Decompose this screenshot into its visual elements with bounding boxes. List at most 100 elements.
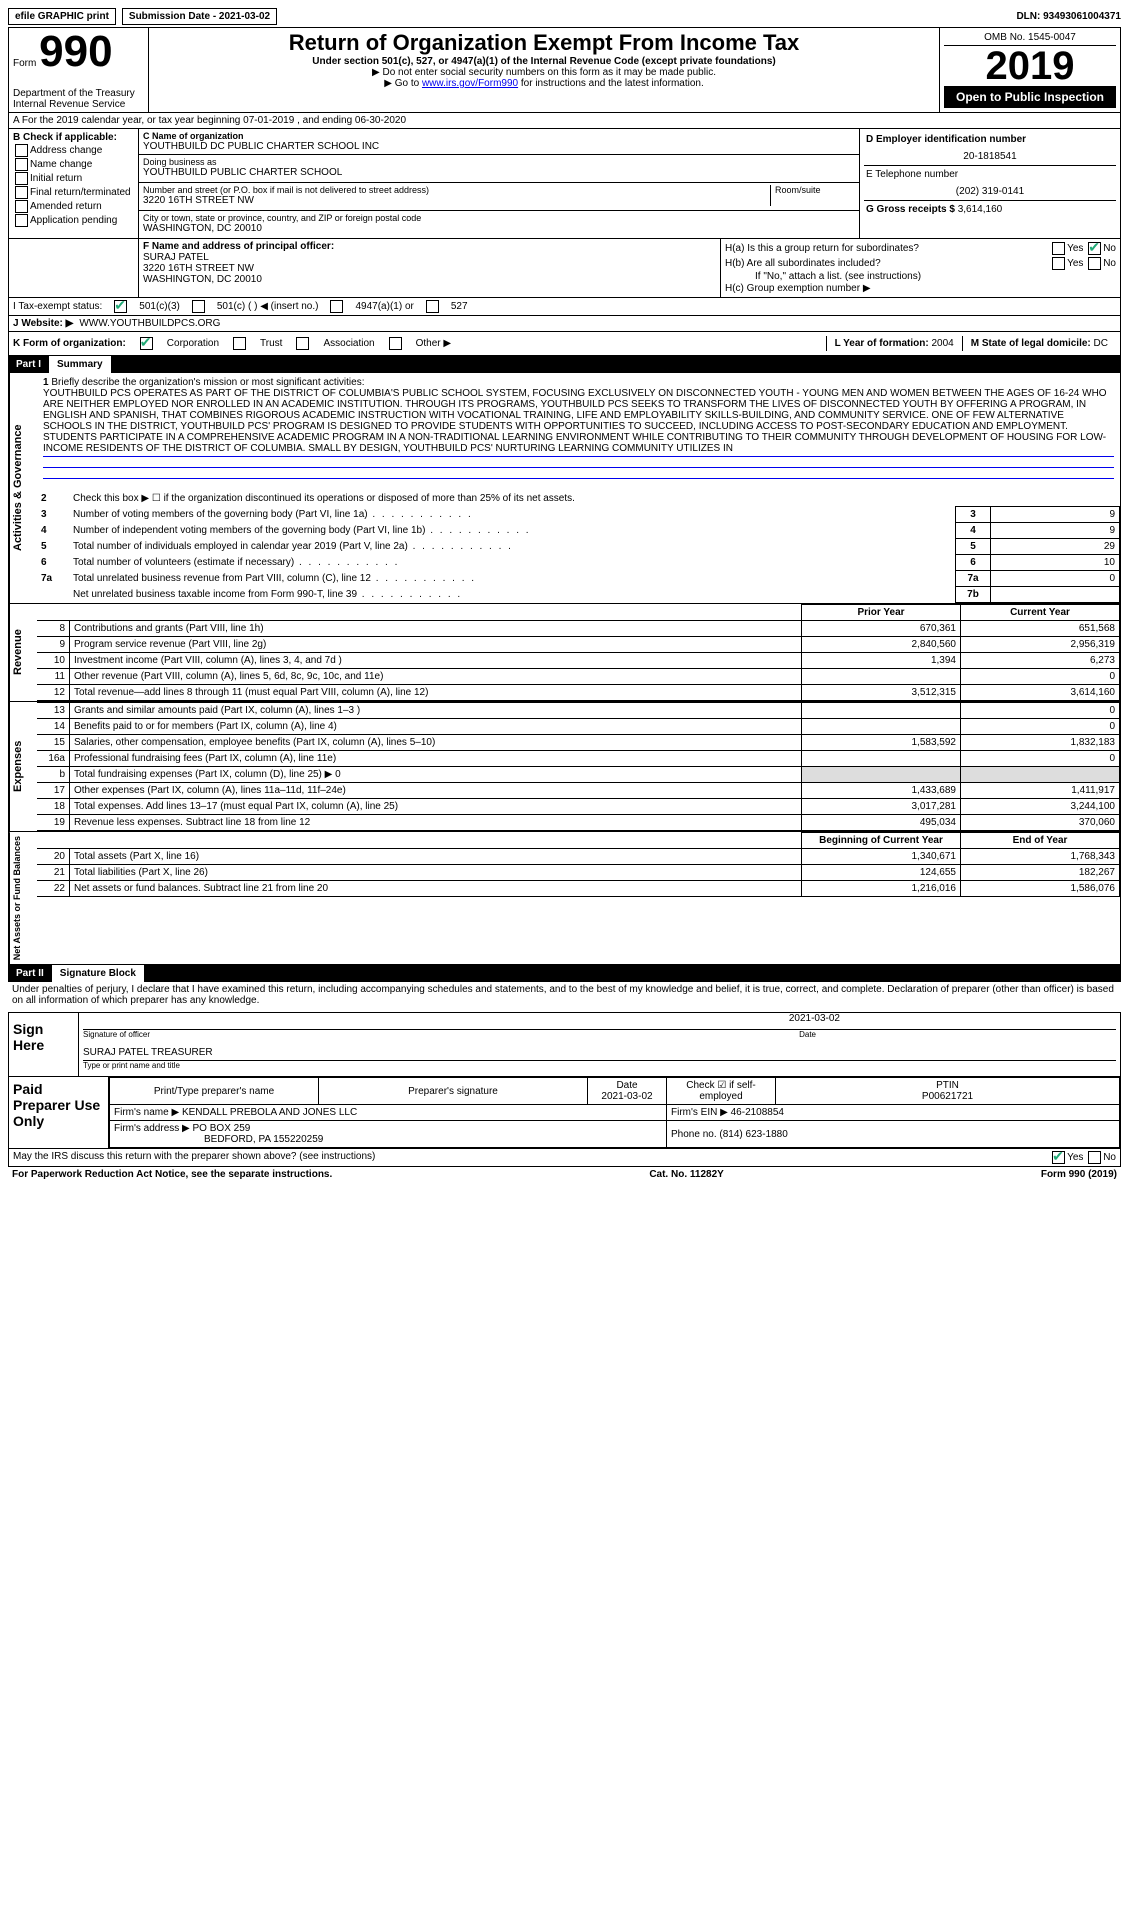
section-h: H(a) Is this a group return for subordin… bbox=[720, 239, 1120, 297]
l16b-p bbox=[802, 767, 961, 783]
h-date-v: 2021-03-02 bbox=[601, 1091, 652, 1102]
officer-addr2: WASHINGTON, DC 20010 bbox=[143, 274, 716, 285]
form990-link[interactable]: www.irs.gov/Form990 bbox=[422, 78, 518, 89]
firm-addr1: PO BOX 259 bbox=[193, 1123, 251, 1134]
ha-yes[interactable] bbox=[1052, 242, 1065, 255]
efile-label[interactable]: efile GRAPHIC print bbox=[8, 8, 116, 25]
line-15: 15Salaries, other compensation, employee… bbox=[37, 735, 1120, 751]
l17-p: 1,433,689 bbox=[802, 783, 961, 799]
l18-c: 3,244,100 bbox=[961, 799, 1120, 815]
org-name: YOUTHBUILD DC PUBLIC CHARTER SCHOOL INC bbox=[143, 141, 855, 152]
l12-text: Total revenue—add lines 8 through 11 (mu… bbox=[70, 685, 802, 701]
l5-box: 5 bbox=[956, 539, 991, 555]
h-self: Check ☑ if self-employed bbox=[667, 1078, 776, 1105]
l7a-val: 0 bbox=[991, 571, 1120, 587]
perjury-text: Under penalties of perjury, I declare th… bbox=[8, 982, 1121, 1008]
line-22: 22Net assets or fund balances. Subtract … bbox=[37, 881, 1120, 897]
hb-yes[interactable] bbox=[1052, 257, 1065, 270]
street-label: Number and street (or P.O. box if mail i… bbox=[143, 185, 770, 195]
chk-other[interactable] bbox=[389, 337, 402, 350]
l3-text: Number of voting members of the governin… bbox=[69, 507, 956, 523]
date-caption: Date bbox=[799, 1030, 816, 1039]
lbl-dno: No bbox=[1103, 1152, 1116, 1163]
l6-box: 6 bbox=[956, 555, 991, 571]
l13-text: Grants and similar amounts paid (Part IX… bbox=[70, 703, 802, 719]
part2-title: Signature Block bbox=[52, 965, 144, 982]
chk-assoc[interactable] bbox=[296, 337, 309, 350]
section-f: F Name and address of principal officer:… bbox=[139, 239, 720, 297]
l3-box: 3 bbox=[956, 507, 991, 523]
entity-block: B Check if applicable: Address change Na… bbox=[8, 129, 1121, 239]
firm-name-lbl: Firm's name ▶ bbox=[114, 1107, 179, 1118]
l5-num: 5 bbox=[41, 541, 47, 552]
l-label: L Year of formation: bbox=[835, 338, 929, 349]
chk-name[interactable] bbox=[15, 158, 28, 171]
line-19: 19Revenue less expenses. Subtract line 1… bbox=[37, 815, 1120, 831]
l7b-text: Net unrelated business taxable income fr… bbox=[69, 587, 956, 603]
discuss-yes[interactable] bbox=[1052, 1151, 1065, 1164]
chk-app[interactable] bbox=[15, 214, 28, 227]
chk-4947[interactable] bbox=[330, 300, 343, 313]
lbl-address: Address change bbox=[30, 145, 102, 156]
paid-preparer-label: Paid Preparer Use Only bbox=[9, 1077, 109, 1148]
mission-intro: Briefly describe the organization's miss… bbox=[51, 377, 364, 388]
l21-p: 124,655 bbox=[802, 865, 961, 881]
j-label: J Website: ▶ bbox=[13, 318, 73, 329]
section-c: C Name of organization YOUTHBUILD DC PUB… bbox=[139, 129, 860, 238]
lbl-final: Final return/terminated bbox=[30, 187, 131, 198]
l16b-c bbox=[961, 767, 1120, 783]
l12-p: 3,512,315 bbox=[802, 685, 961, 701]
tax-year-range: A For the 2019 calendar year, or tax yea… bbox=[8, 113, 1121, 129]
h-ptin: PTIN bbox=[936, 1080, 959, 1091]
l11-text: Other revenue (Part VIII, column (A), li… bbox=[70, 669, 802, 685]
goto-line: ▶ Go to www.irs.gov/Form990 for instruct… bbox=[153, 78, 935, 89]
ein: 20-1818541 bbox=[866, 145, 1114, 162]
type-line bbox=[83, 1060, 1116, 1061]
chk-address[interactable] bbox=[15, 144, 28, 157]
i-label: I Tax-exempt status: bbox=[13, 301, 102, 312]
chk-527[interactable] bbox=[426, 300, 439, 313]
exp-table: 13Grants and similar amounts paid (Part … bbox=[37, 702, 1120, 831]
lbl-initial: Initial return bbox=[30, 173, 82, 184]
street: 3220 16TH STREET NW bbox=[143, 195, 770, 206]
lbl-no: No bbox=[1103, 243, 1116, 254]
ha-no[interactable] bbox=[1088, 242, 1101, 255]
chk-initial[interactable] bbox=[15, 172, 28, 185]
hb-no[interactable] bbox=[1088, 257, 1101, 270]
chk-501c3[interactable] bbox=[114, 300, 127, 313]
chk-final[interactable] bbox=[15, 186, 28, 199]
lbl-yes2: Yes bbox=[1067, 258, 1083, 269]
l18-text: Total expenses. Add lines 13–17 (must eq… bbox=[70, 799, 802, 815]
l19-text: Revenue less expenses. Subtract line 18 … bbox=[70, 815, 802, 831]
chk-amended[interactable] bbox=[15, 200, 28, 213]
line-4: 4Number of independent voting members of… bbox=[37, 523, 1120, 539]
l16a-p bbox=[802, 751, 961, 767]
lbl-no2: No bbox=[1103, 258, 1116, 269]
goto-pre: ▶ Go to bbox=[384, 78, 422, 89]
goto-post: for instructions and the latest informat… bbox=[521, 78, 704, 89]
chk-trust[interactable] bbox=[233, 337, 246, 350]
l6-num: 6 bbox=[41, 557, 47, 568]
hdr-beg: Beginning of Current Year bbox=[802, 833, 961, 849]
ag-table: 2Check this box ▶ ☐ if the organization … bbox=[37, 491, 1120, 603]
lbl-other: Other ▶ bbox=[416, 338, 451, 349]
chk-corp[interactable] bbox=[140, 337, 153, 350]
line-10: 10Investment income (Part VIII, column (… bbox=[37, 653, 1120, 669]
preparer-table: Print/Type preparer's name Preparer's si… bbox=[109, 1077, 1120, 1148]
l6-val: 10 bbox=[991, 555, 1120, 571]
discuss-no[interactable] bbox=[1088, 1151, 1101, 1164]
line-17: 17Other expenses (Part IX, column (A), l… bbox=[37, 783, 1120, 799]
mission-num: 1 bbox=[43, 377, 49, 388]
website-url: WWW.YOUTHBUILDPCS.ORG bbox=[79, 318, 220, 329]
line-8: 8Contributions and grants (Part VIII, li… bbox=[37, 621, 1120, 637]
line-2: 2Check this box ▶ ☐ if the organization … bbox=[37, 491, 1120, 507]
l5-val: 29 bbox=[991, 539, 1120, 555]
lbl-app: Application pending bbox=[30, 215, 117, 226]
part1-title: Summary bbox=[49, 356, 111, 373]
lbl-corp: Corporation bbox=[167, 338, 219, 349]
l22-p: 1,216,016 bbox=[802, 881, 961, 897]
phone: (202) 319-0141 bbox=[866, 180, 1114, 197]
l22-c: 1,586,076 bbox=[961, 881, 1120, 897]
chk-501c[interactable] bbox=[192, 300, 205, 313]
l22-text: Net assets or fund balances. Subtract li… bbox=[70, 881, 802, 897]
